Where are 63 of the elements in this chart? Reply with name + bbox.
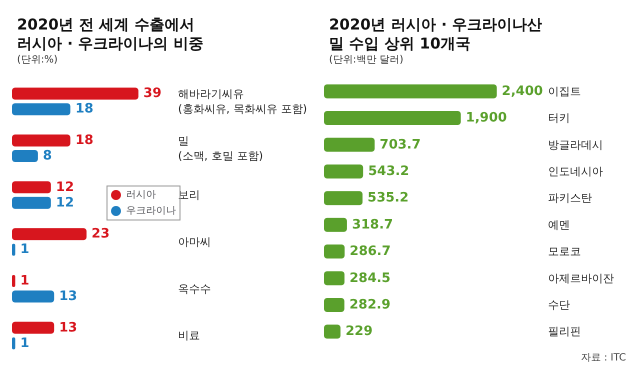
chart-title: 2020년 전 세계 수출에서 러시아 · 우크라이나의 비중 (17, 16, 204, 52)
bar (324, 324, 340, 339)
bar (324, 244, 345, 259)
data-label: 703.7 (380, 137, 421, 152)
y-tick-label: 터키 (548, 112, 570, 125)
bar (12, 134, 70, 146)
y-tick-label: 필리핀 (548, 325, 581, 338)
text: 자료 : ITC (580, 352, 626, 364)
bar (12, 150, 38, 162)
y-tick-label: 아제르바이잔 (548, 272, 614, 285)
bar (324, 111, 461, 126)
y-tick-label: 수단 (548, 298, 570, 312)
y-tick-label: 이집트 (548, 84, 581, 98)
legend-label: 러시아 (126, 190, 156, 200)
chart-subtitle: (단위:%) (17, 54, 58, 66)
data-label: 8 (42, 148, 52, 164)
data-label: 12 (56, 195, 74, 210)
data-label: 1,900 (466, 110, 507, 126)
data-label: 18 (75, 102, 94, 117)
data-label: 535.2 (368, 190, 409, 206)
bar (324, 218, 347, 232)
data-label: 318.7 (352, 217, 394, 232)
data-label: 286.7 (350, 244, 391, 260)
y-tick-label: 방글라데시 (548, 138, 603, 152)
data-label: 1 (20, 273, 30, 288)
legend-label: 우크라이나 (126, 206, 176, 216)
data-label: 2,400 (502, 84, 543, 99)
data-label: 12 (56, 180, 74, 195)
data-label: 1 (20, 242, 30, 258)
data-label: 1 (20, 336, 30, 351)
data-label: 543.2 (368, 164, 410, 179)
bar (12, 196, 51, 209)
y-tick-label: 파키스탄 (548, 192, 592, 205)
bar (12, 103, 70, 116)
bar (12, 88, 138, 100)
data-label: 13 (59, 289, 78, 304)
data-label: 23 (92, 226, 110, 242)
bar (324, 164, 364, 178)
data-label: 18 (75, 132, 94, 148)
data-label: 284.5 (349, 270, 391, 286)
y-tick-label: 옥수수 (178, 282, 211, 296)
bar (12, 181, 51, 194)
chart-title: 2020년 러시아 · 우크라이나산 밀 수입 상위 10개국 (329, 16, 542, 52)
bar (324, 191, 363, 206)
y-tick-label: 인도네시아 (548, 164, 603, 178)
bar (324, 84, 497, 98)
y-tick-label: 비료 (178, 329, 200, 342)
data-label: 229 (345, 324, 373, 340)
y-tick-label: 해바라기씨유 (홍화씨유, 목화씨유 포함) (178, 87, 308, 116)
bar (324, 298, 344, 312)
y-tick-label: 아마씨 (178, 235, 211, 248)
y-tick-label: 모로코 (548, 245, 581, 258)
data-label: 39 (143, 86, 162, 102)
bar (12, 228, 87, 240)
bar (12, 290, 54, 303)
y-tick-label: 밀 (소맥, 호밀 포함) (178, 134, 264, 162)
bar (324, 271, 344, 286)
y-tick-label: 예멘 (548, 218, 570, 232)
bar (12, 322, 54, 334)
chart-subtitle: (단위:백만 달러) (329, 54, 404, 66)
data-label: 282.9 (349, 297, 390, 312)
data-label: 13 (59, 320, 78, 336)
bar (324, 138, 375, 152)
